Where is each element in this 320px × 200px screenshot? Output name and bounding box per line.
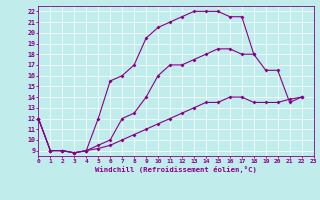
X-axis label: Windchill (Refroidissement éolien,°C): Windchill (Refroidissement éolien,°C) — [95, 166, 257, 173]
